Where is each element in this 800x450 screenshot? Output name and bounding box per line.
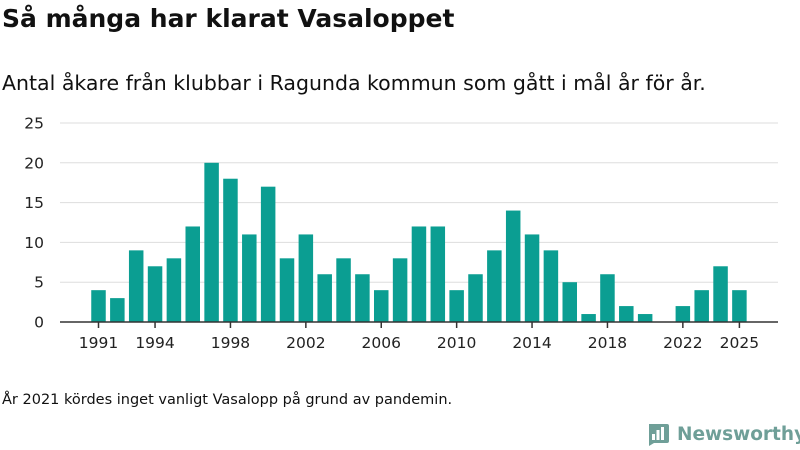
bar — [355, 274, 370, 322]
bar — [619, 306, 634, 322]
chart-title: Så många har klarat Vasaloppet — [2, 4, 455, 33]
bar — [562, 282, 577, 322]
bar — [374, 290, 389, 322]
y-tick-label: 5 — [34, 274, 44, 292]
bar — [505, 210, 521, 322]
x-tick-label: 1991 — [79, 334, 118, 352]
x-tick-label: 2018 — [588, 334, 627, 352]
x-tick-label: 2010 — [437, 334, 476, 352]
bar — [336, 258, 351, 322]
newsworthy-logo-icon — [646, 422, 670, 446]
bar — [468, 274, 483, 322]
brand-name: Newsworthy — [677, 423, 800, 445]
gridlines — [60, 122, 778, 283]
chart-subtitle: Antal åkare från klubbar i Ragunda kommu… — [2, 71, 706, 95]
bar — [524, 234, 540, 322]
bar — [110, 298, 125, 322]
bar — [147, 266, 163, 322]
bar — [675, 306, 691, 322]
y-tick-label: 20 — [24, 154, 44, 172]
bar — [260, 186, 276, 322]
bar — [298, 234, 314, 322]
brand[interactable]: Newsworthy — [646, 420, 800, 448]
bar — [317, 274, 332, 322]
y-tick-labels: 0 5 10 15 20 25 — [24, 115, 44, 332]
bar — [694, 290, 709, 322]
bar — [242, 234, 257, 322]
x-tick-labels: 1991 1994 1998 2002 2006 2010 2014 2018 2022 2025 — [79, 334, 759, 352]
bar — [91, 290, 106, 322]
y-tick-label: 0 — [34, 314, 44, 332]
bar — [713, 266, 728, 322]
bar — [430, 226, 446, 322]
x-tick-label: 2014 — [512, 334, 551, 352]
bar — [732, 290, 747, 322]
bar — [392, 258, 408, 322]
bar — [279, 258, 295, 322]
x-tick-label: 1998 — [211, 334, 250, 352]
x-tick-label: 2025 — [720, 334, 759, 352]
bar — [166, 258, 182, 322]
bar — [543, 250, 559, 322]
bar — [581, 314, 596, 322]
bar — [204, 162, 219, 322]
x-tick-label: 2022 — [663, 334, 702, 352]
x-tick-label: 2002 — [286, 334, 325, 352]
x-axis — [60, 321, 778, 328]
footnote: År 2021 kördes inget vanligt Vasalopp på… — [2, 392, 453, 408]
bar — [637, 314, 653, 322]
bar — [223, 178, 238, 322]
bar — [185, 226, 200, 322]
x-tick-label: 2006 — [362, 334, 401, 352]
x-tick-label: 1994 — [135, 334, 174, 352]
bar — [128, 250, 144, 322]
y-tick-label: 15 — [24, 194, 44, 212]
bars — [91, 162, 747, 322]
bar — [411, 226, 427, 322]
bar — [487, 250, 502, 322]
y-tick-label: 10 — [24, 234, 44, 252]
bar — [449, 290, 464, 322]
y-tick-label: 25 — [24, 115, 44, 133]
bar — [600, 274, 615, 322]
